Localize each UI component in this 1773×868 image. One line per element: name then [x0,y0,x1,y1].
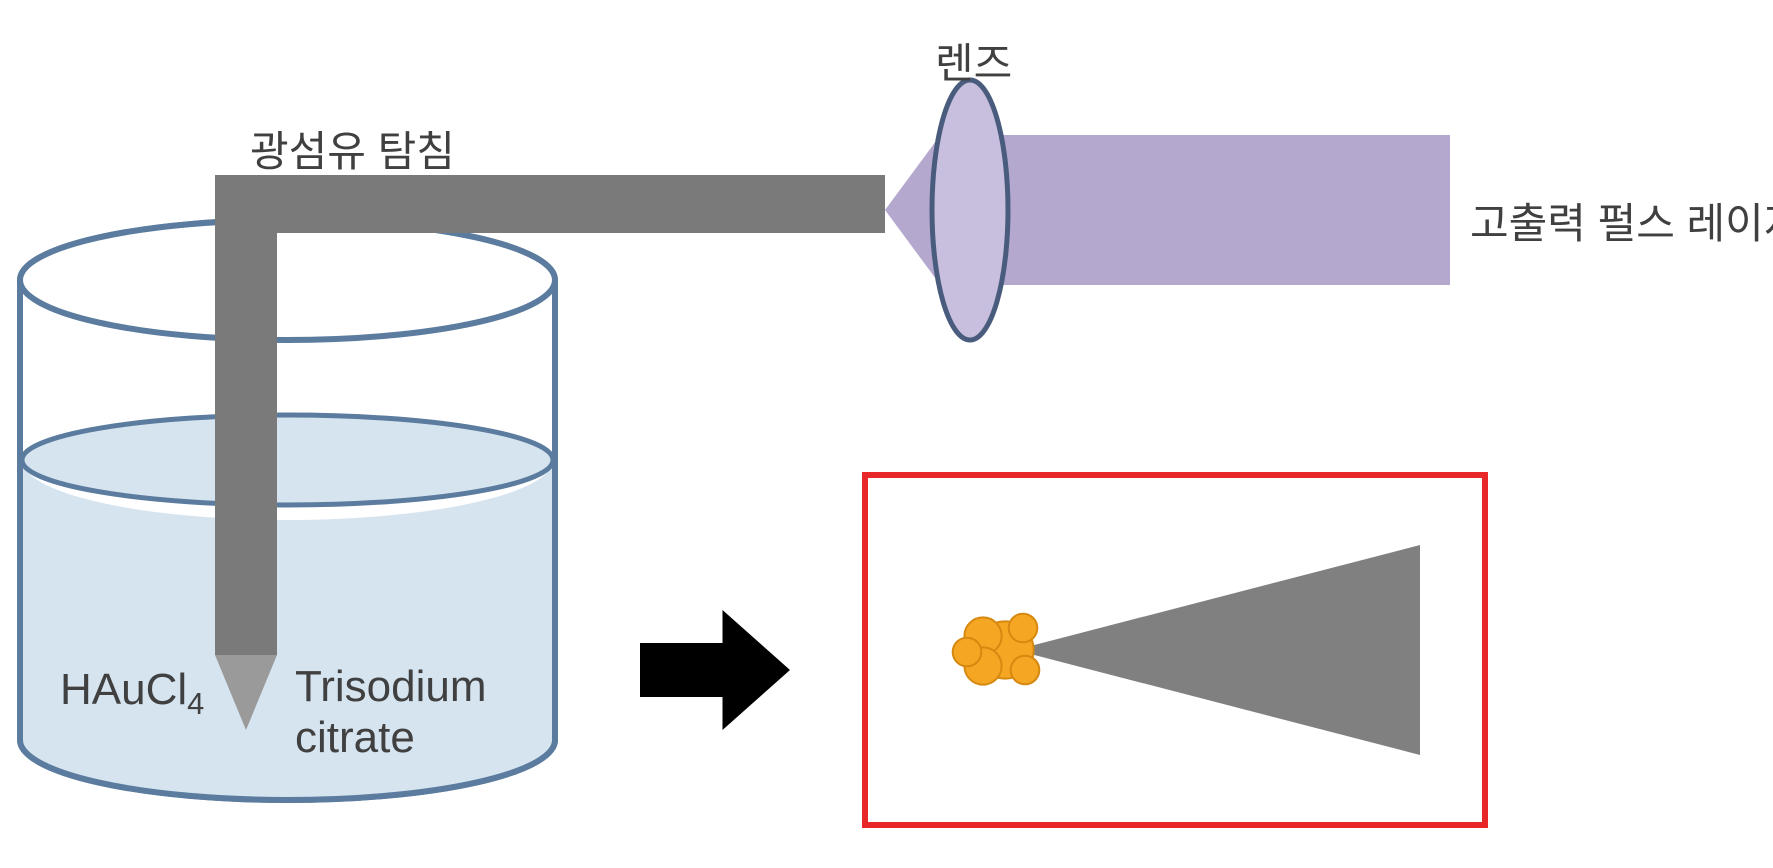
laser-label: 고출력 펄스 레이저 [1470,190,1773,251]
lens [932,80,1008,340]
lens-label: 렌즈 [935,30,1012,91]
chem2-label: Trisodiumcitrate [295,662,487,763]
chem1-label: HAuCl4 [60,665,204,722]
probe-label: 광섬유 탐침 [250,118,455,179]
arrow-icon [640,610,790,730]
inset-panel [865,475,1485,825]
